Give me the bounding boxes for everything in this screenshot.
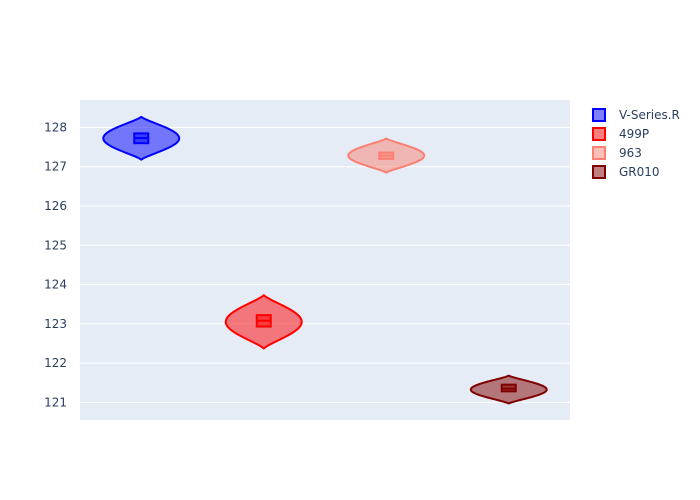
y-tick-label: 126 — [44, 199, 67, 213]
y-tick-label: 124 — [44, 278, 67, 292]
violin-gr010[interactable] — [469, 374, 548, 405]
legend-item[interactable]: GR010 — [592, 165, 660, 179]
legend[interactable]: V-Series.R 499P 963 GR010 — [592, 108, 680, 179]
legend-item[interactable]: V-Series.R — [592, 108, 680, 122]
y-tick-label: 121 — [44, 395, 67, 409]
legend-label: GR010 — [619, 165, 660, 179]
y-tick-label: 123 — [44, 317, 67, 331]
violin-499p[interactable] — [224, 294, 303, 350]
y-tick-label: 127 — [44, 160, 67, 174]
legend-swatch — [592, 146, 606, 160]
legend-label: 963 — [619, 146, 642, 160]
y-tick-label: 122 — [44, 356, 67, 370]
legend-swatch — [592, 165, 606, 179]
y-tick-label: 128 — [44, 120, 67, 134]
y-axis-ticks: 121 122 123 124 125 126 127 128 — [44, 120, 67, 409]
violin-963[interactable] — [347, 137, 426, 174]
legend-label: V-Series.R — [619, 108, 680, 122]
legend-swatch — [592, 108, 606, 122]
legend-label: 499P — [619, 127, 649, 141]
legend-item[interactable]: 963 — [592, 146, 642, 160]
legend-item[interactable]: 499P — [592, 127, 649, 141]
y-tick-label: 125 — [44, 238, 67, 252]
violin-v-series-r[interactable] — [102, 115, 181, 161]
violins — [102, 115, 548, 405]
legend-swatch — [592, 127, 606, 141]
plot-background — [80, 100, 570, 420]
